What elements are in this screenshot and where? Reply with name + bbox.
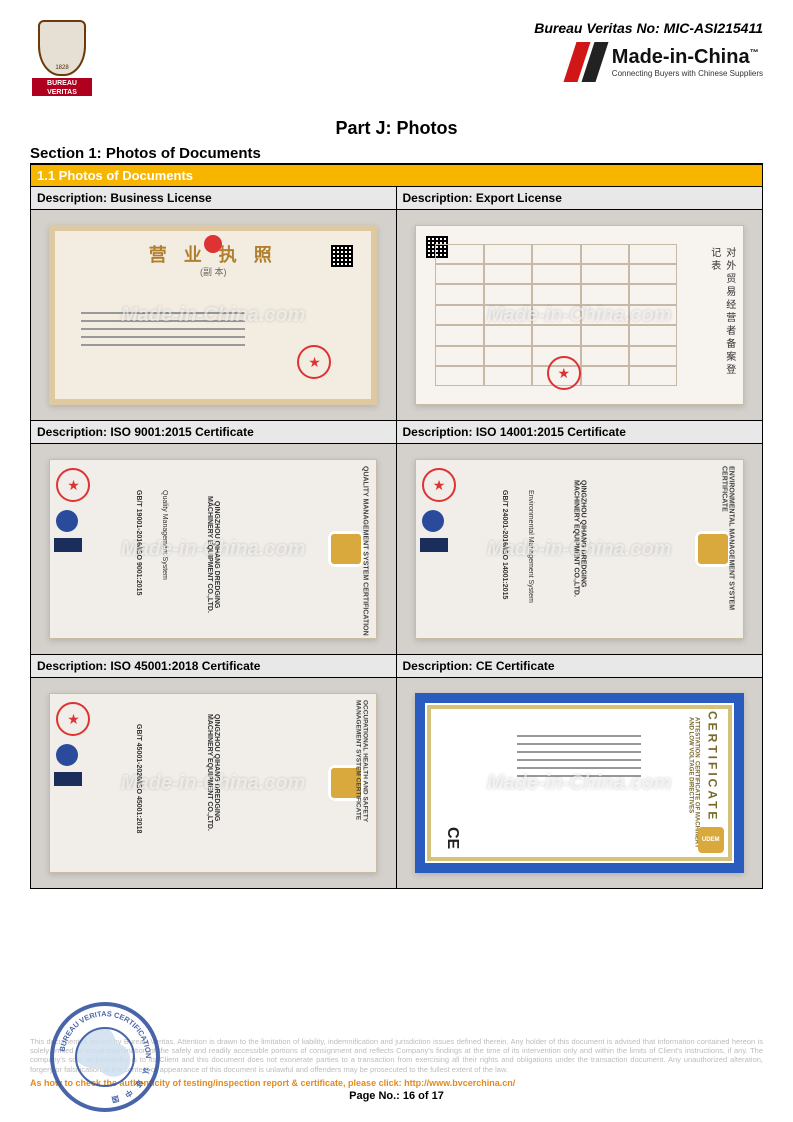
h2: SYSTEM CERTIFICATE — [354, 749, 361, 820]
desc-bar: Description: ISO 9001:2015 Certificate — [31, 421, 396, 444]
cell-ce: Description: CE Certificate CERTIFICATE … — [397, 655, 763, 888]
made-in-china-logo: Made-in-China™ Connecting Buyers with Ch… — [534, 42, 763, 82]
red-stamp-icon — [56, 468, 90, 502]
bv-certification-stamp-icon: BUREAU VERITAS CERTIFICATION 认 证 中 国 — [50, 1002, 160, 1112]
iaf-badge-icon — [56, 510, 78, 532]
desc-bar: Description: Business License — [31, 187, 396, 210]
watermark: Made-in-China.com — [487, 538, 671, 561]
ce-title: CERTIFICATE — [706, 711, 720, 822]
bv-tag-l1: BUREAU — [47, 80, 77, 87]
cert-head: ENVIRONMENTAL MANAGEMENT SYSTEM CERTIFIC… — [721, 466, 735, 639]
ce-mark-icon: CE — [443, 827, 461, 849]
bv-no-value: MIC-ASI215411 — [664, 20, 763, 36]
mic-main: Made-in-China™ — [612, 46, 763, 69]
cell-iso45001: Description: ISO 45001:2018 Certificate … — [31, 655, 397, 888]
red-stamp-icon — [297, 345, 331, 379]
desc-bar: Description: ISO 14001:2015 Certificate — [397, 421, 763, 444]
subsection-bar: 1.1 Photos of Documents — [30, 165, 763, 187]
gold-seal-icon — [328, 531, 364, 567]
cert-head: OCCUPATIONAL HEALTH AND SAFETY MANAGEMEN… — [354, 700, 368, 870]
photo-iso14001: ENVIRONMENTAL MANAGEMENT SYSTEM CERTIFIC… — [397, 444, 763, 654]
c1: QINGZHOU QIHANG DREDGING — [213, 714, 220, 821]
c1: QINGZHOU QIHANG DREDGING — [579, 480, 586, 587]
mic-tm: ™ — [750, 47, 759, 57]
header-right: Bureau Veritas No: MIC-ASI215411 Made-in… — [534, 20, 763, 82]
watermark: Made-in-China.com — [121, 304, 305, 327]
svg-text:BUREAU VERITAS CERTIFICATION: BUREAU VERITAS CERTIFICATION 认 证 中 国 — [58, 1009, 153, 1104]
section-title: Section 1: Photos of Documents — [30, 145, 763, 165]
mic-text: Made-in-China™ Connecting Buyers with Ch… — [612, 46, 763, 78]
cert-head: QUALITY MANAGEMENT SYSTEM CERTIFICATION — [361, 466, 368, 636]
export-vert-title: 对外贸易经营者备案登记表 — [721, 247, 737, 383]
mic-sub: Connecting Buyers with Chinese Suppliers — [612, 69, 763, 78]
bv-shield-icon — [38, 20, 86, 76]
cell-export-license: Description: Export License 对外贸易经营者备案登记表… — [397, 187, 763, 421]
iaf-badge-icon — [422, 510, 444, 532]
cnas-badge-icon — [420, 538, 448, 552]
desc-bar: Description: ISO 45001:2018 Certificate — [31, 655, 396, 678]
bureau-veritas-logo: BUREAU VERITAS — [30, 20, 94, 100]
text-lines — [517, 735, 641, 777]
watermark: Made-in-China.com — [121, 538, 305, 561]
watermark: Made-in-China.com — [487, 304, 671, 327]
red-stamp-icon — [547, 356, 581, 390]
watermark: Made-in-China.com — [487, 772, 671, 795]
bv-no-label: Bureau Veritas No: — [534, 20, 663, 36]
page-header: BUREAU VERITAS Bureau Veritas No: MIC-AS… — [30, 20, 763, 100]
qr-code-icon — [331, 245, 353, 267]
s3: LOW VOLTAGE DIRECTIVES — [688, 731, 694, 812]
red-stamp-icon — [56, 702, 90, 736]
mic-main-txt: Made-in-China — [612, 46, 750, 68]
cell-iso9001: Description: ISO 9001:2015 Certificate Q… — [31, 421, 397, 655]
bv-tag: BUREAU VERITAS — [32, 78, 92, 96]
cnas-badge-icon — [54, 772, 82, 786]
part-title: Part J: Photos — [30, 118, 763, 139]
desc-bar: Description: Export License — [397, 187, 763, 210]
cell-iso14001: Description: ISO 14001:2015 Certificate … — [397, 421, 763, 655]
s1: ATTESTATION — [694, 717, 700, 758]
cell-business-license: Description: Business License 营 业 执 照 (副… — [31, 187, 397, 421]
photo-ce: CERTIFICATE ATTESTATION CERTIFICATE OF M… — [397, 678, 763, 888]
watermark: Made-in-China.com — [121, 772, 305, 795]
cnas-badge-icon — [54, 538, 82, 552]
bv-number: Bureau Veritas No: MIC-ASI215411 — [534, 20, 763, 36]
udem-badge-icon: UDEM — [698, 827, 724, 853]
mic-m-icon — [566, 42, 606, 82]
bv-tag-l2: VERITAS — [47, 89, 77, 96]
cert-sys: Quality Management System — [161, 490, 168, 580]
photo-export-license: 对外贸易经营者备案登记表 Made-in-China.com — [397, 210, 763, 420]
red-stamp-icon — [422, 468, 456, 502]
photo-iso9001: QUALITY MANAGEMENT SYSTEM CERTIFICATION … — [31, 444, 396, 654]
biz-sub: (副 本) — [55, 265, 371, 278]
photo-grid: Description: Business License 营 业 执 照 (副… — [30, 187, 763, 889]
stamp-text-ring: BUREAU VERITAS CERTIFICATION 认 证 中 国 — [54, 1006, 156, 1108]
photo-business-license: 营 业 执 照 (副 本) Made-in-China.com — [31, 210, 396, 420]
iaf-badge-icon — [56, 744, 78, 766]
photo-iso45001: OCCUPATIONAL HEALTH AND SAFETY MANAGEMEN… — [31, 678, 396, 888]
biz-title: 营 业 执 照 — [55, 241, 371, 267]
desc-bar: Description: CE Certificate — [397, 655, 763, 678]
